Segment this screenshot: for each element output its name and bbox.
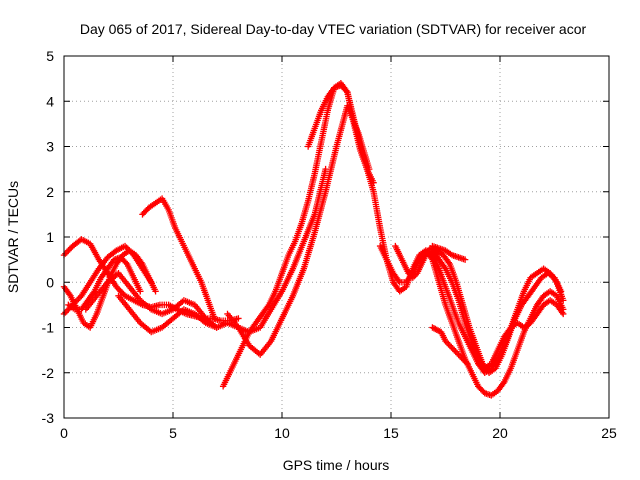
data-point (560, 297, 567, 304)
series-arc15 (429, 324, 471, 367)
data-point (66, 245, 74, 253)
data-point (445, 340, 452, 348)
data-layer (60, 79, 567, 399)
tick-layer: 0 5 10 15 20 25 -3 -2 -1 0 1 2 3 4 5 (42, 48, 617, 441)
data-point (557, 288, 565, 295)
data-point (62, 309, 69, 316)
data-point (461, 256, 469, 263)
data-point (560, 310, 567, 318)
data-point (63, 248, 71, 256)
data-point (137, 288, 144, 295)
data-point (148, 279, 155, 286)
y-axis-label: SDTVAR / TECUs (5, 181, 21, 293)
series-arc16 (65, 254, 144, 313)
series-arc9 (304, 82, 567, 399)
y-tick-label: 0 (46, 274, 54, 290)
x-tick-label: 10 (274, 425, 290, 441)
x-tick-label: 20 (492, 425, 508, 441)
series-arc2 (60, 247, 159, 331)
data-point (235, 315, 242, 322)
data-point (63, 307, 71, 315)
data-point (322, 165, 329, 173)
data-point (448, 343, 455, 351)
series-arc12 (429, 251, 567, 372)
y-tick-label: 2 (46, 184, 54, 200)
series-arc6 (115, 165, 329, 336)
data-point (62, 250, 69, 257)
data-point (435, 256, 443, 263)
series-arc5 (139, 195, 218, 322)
data-point (65, 247, 72, 254)
data-point (446, 342, 454, 349)
series-arc13 (392, 242, 443, 281)
y-tick-label: -1 (42, 320, 55, 336)
data-point (455, 351, 462, 358)
y-tick-label: 1 (46, 229, 54, 245)
series-arc14 (429, 242, 469, 263)
data-point (211, 315, 218, 322)
y-tick-label: 5 (46, 48, 54, 64)
data-point (342, 87, 350, 95)
y-tick-label: 3 (46, 139, 54, 155)
data-point (122, 259, 130, 266)
data-point (116, 286, 123, 293)
y-tick-label: 4 (46, 93, 54, 109)
data-point (464, 360, 471, 367)
data-point (452, 348, 459, 355)
x-tick-label: 15 (383, 425, 399, 441)
data-point (123, 244, 130, 251)
x-tick-label: 5 (169, 425, 177, 441)
chart-title: Day 065 of 2017, Sidereal Day-to-day VTE… (80, 21, 587, 37)
x-axis-label: GPS time / hours (283, 457, 390, 473)
series-arc7 (219, 79, 377, 390)
series-arc3 (60, 242, 155, 318)
data-point (451, 346, 458, 354)
grid-layer (64, 56, 609, 418)
y-tick-label: -2 (42, 365, 55, 381)
x-tick-label: 25 (601, 425, 617, 441)
data-point (449, 345, 456, 352)
data-point (152, 288, 159, 295)
y-tick-label: -3 (42, 410, 55, 426)
x-tick-label: 0 (60, 425, 68, 441)
